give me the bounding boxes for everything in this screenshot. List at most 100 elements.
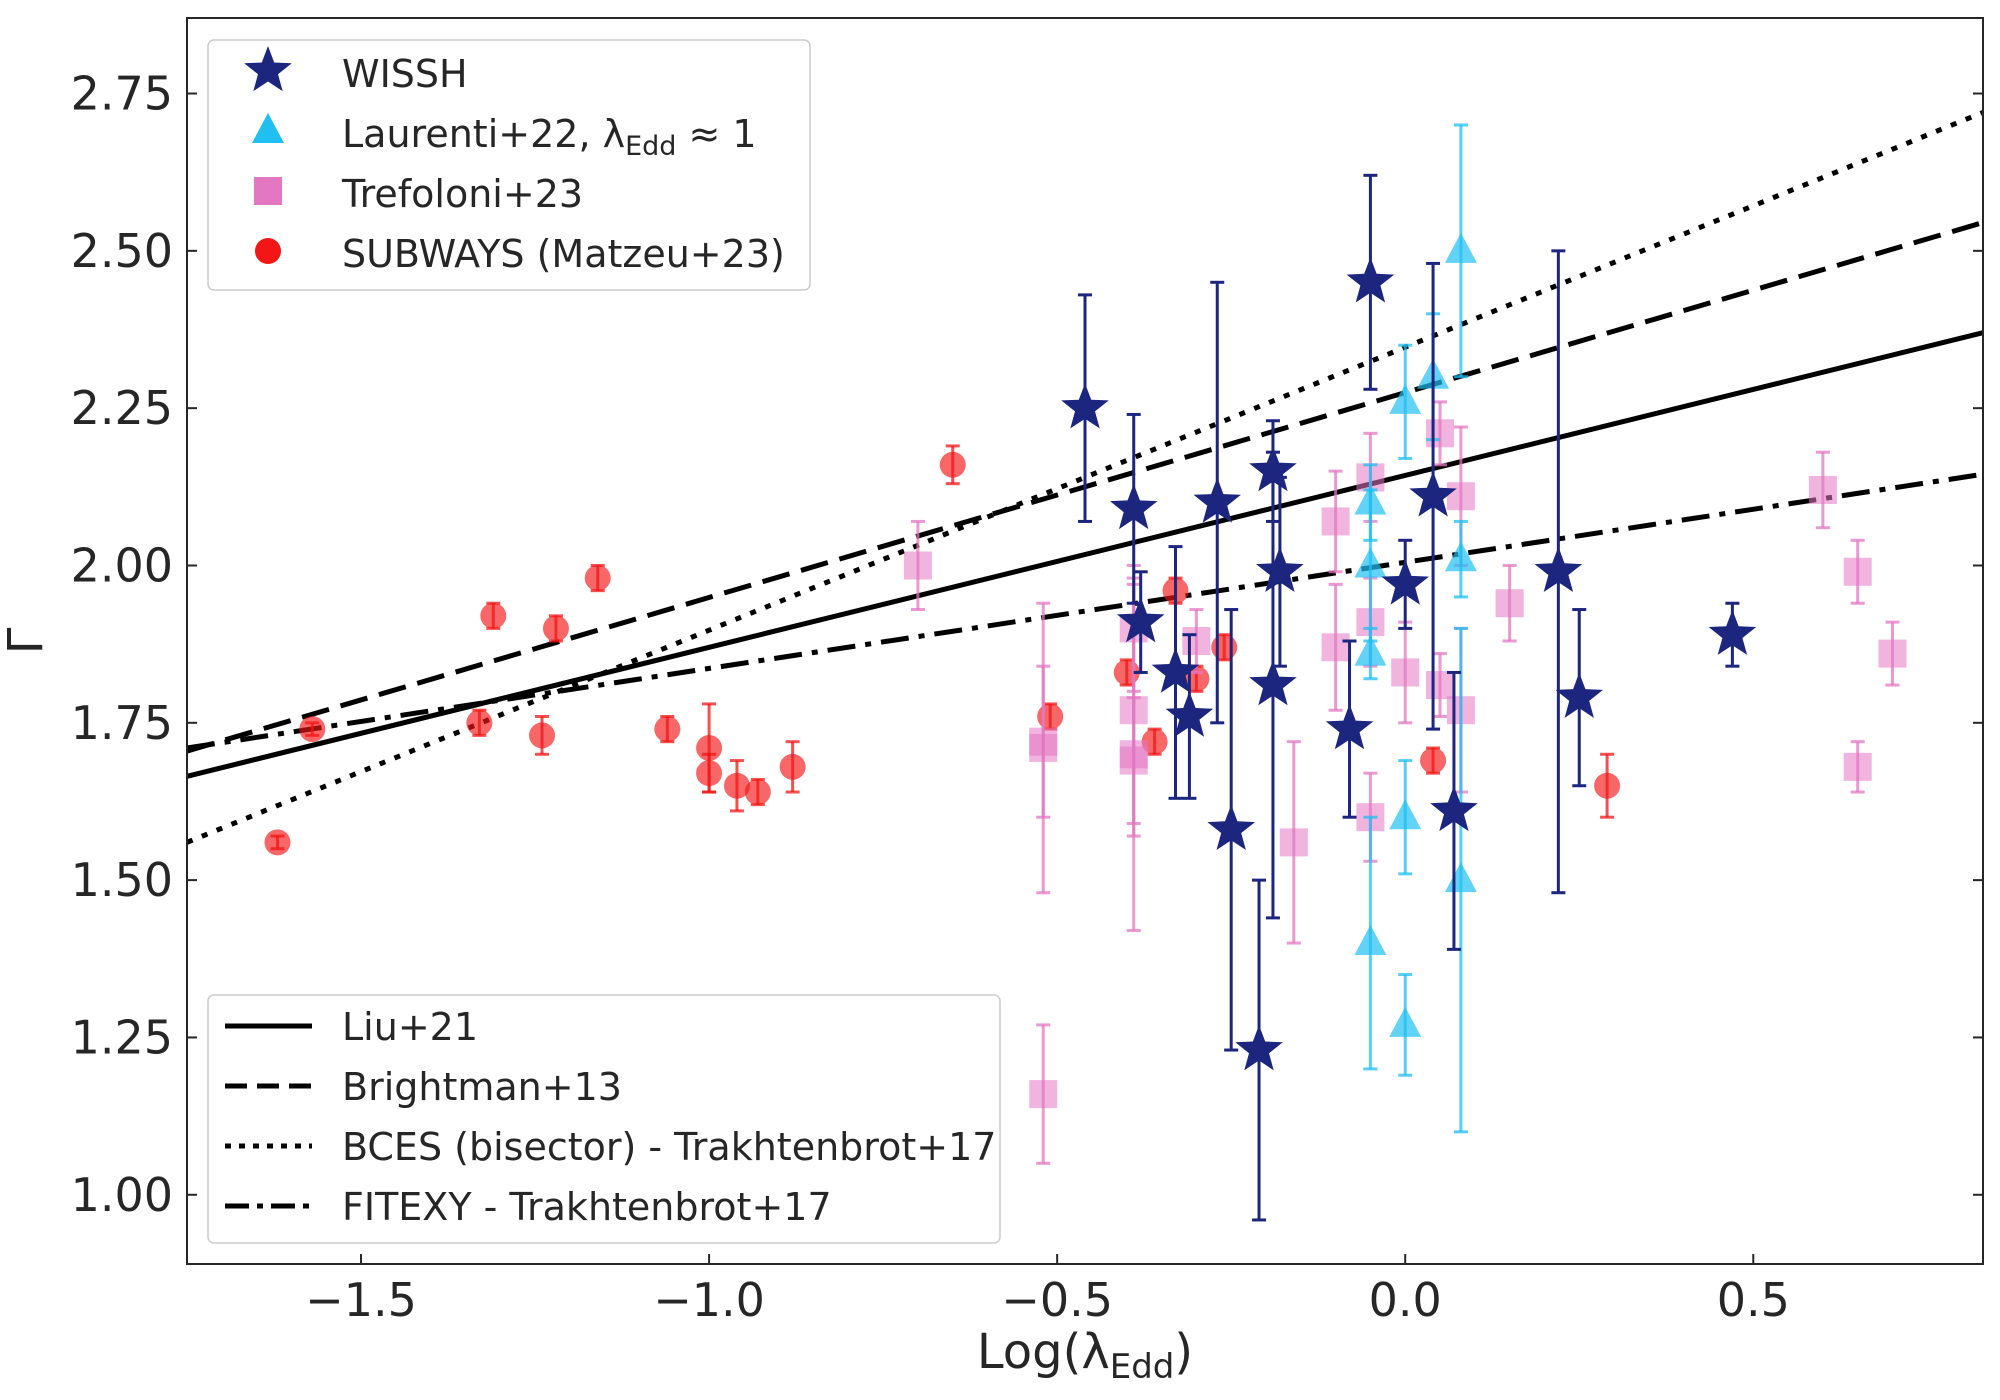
data-point-triangle: [1389, 383, 1422, 414]
y-tick-label: 2.75: [71, 67, 173, 121]
data-point-triangle: [1444, 541, 1477, 572]
data-point-circle: [1211, 634, 1238, 661]
legend-label-solid: Liu+21: [342, 1005, 478, 1049]
data-point-square: [1321, 507, 1350, 536]
legend-label-sub: Edd: [625, 131, 676, 162]
axis-ticks: −1.5 −1.0 −0.5 0.0 0.5 1.00 1.25 1.50 1.75 2.00 2.…: [71, 67, 1983, 1327]
legend-lines-box: [207, 994, 1001, 1244]
data-point-star: [1116, 597, 1165, 643]
data-point-star: [1061, 383, 1109, 429]
data-point-circle: [723, 772, 750, 799]
data-point-triangle: [1389, 1006, 1422, 1037]
data-point-star: [1151, 647, 1200, 693]
y-tick-label: 1.75: [71, 696, 173, 750]
data-point-square: [1446, 482, 1475, 511]
data-point-square: [1182, 627, 1211, 655]
legend-marker-circle: [255, 238, 281, 264]
data-point-circle: [542, 615, 569, 642]
data-point-square: [1843, 752, 1872, 781]
y-tick-label: 2.00: [71, 538, 173, 592]
data-point-star: [1346, 257, 1395, 303]
data-point-circle: [1420, 747, 1447, 774]
legend-markers-box: [207, 39, 811, 291]
legend-marker-triangle: [252, 113, 284, 143]
x-tick-label: 0.5: [1717, 1273, 1790, 1327]
data-point-square: [1321, 633, 1350, 662]
x-axis-label-sub: Edd: [1110, 1347, 1175, 1387]
data-point-circle: [654, 716, 681, 743]
data-point-triangle: [1444, 232, 1477, 263]
data-point-triangle: [1354, 635, 1387, 666]
data-point-star: [1110, 483, 1158, 530]
data-point-circle: [584, 565, 611, 592]
x-tick-label: −0.5: [1001, 1273, 1113, 1327]
data-point-star: [1249, 660, 1297, 706]
x-tick-label: 0.0: [1369, 1273, 1442, 1327]
x-axis-label: Log(λEdd): [977, 1324, 1193, 1387]
legend-label-main: Trefoloni+23: [341, 172, 583, 216]
data-point-square: [1029, 1080, 1058, 1109]
data-point-circle: [1141, 728, 1168, 755]
data-point-square: [1391, 658, 1420, 687]
data-point-star: [1430, 785, 1478, 832]
y-tick-label: 2.25: [71, 381, 173, 435]
data-point-circle: [939, 451, 966, 478]
data-point-square: [1426, 671, 1455, 700]
data-point-circle: [696, 760, 723, 787]
legend-label-star: WISSH: [342, 52, 468, 96]
data-point-star: [1409, 471, 1457, 517]
data-point-circle: [1594, 772, 1621, 799]
data-point-star: [1708, 609, 1757, 655]
legend-label-dotted: BCES (bisector) - Trakhtenbrot+17: [342, 1125, 996, 1169]
data-point-triangle: [1354, 547, 1387, 578]
data-point-star: [1165, 691, 1214, 737]
legend-marker-star: [244, 46, 292, 92]
data-point-star: [1534, 546, 1583, 592]
y-tick-label: 1.50: [71, 853, 173, 907]
legend-label-dashed: Brightman+13: [342, 1065, 622, 1109]
legend-label-main: WISSH: [342, 52, 468, 96]
data-point-circle: [466, 709, 493, 736]
legend-label-main: Laurenti+22, λ: [342, 112, 625, 156]
data-point-star: [1256, 546, 1304, 592]
legend-label-dashdot: FITEXY - Trakhtenbrot+17: [342, 1185, 832, 1229]
data-points: [264, 123, 1907, 1222]
plot-frame: [186, 17, 1984, 1265]
data-point-square: [1843, 557, 1872, 586]
data-point-square: [1808, 475, 1837, 504]
data-point-circle: [529, 722, 556, 749]
fit-line-dashdot: [186, 471, 1984, 751]
data-point-square: [1029, 733, 1058, 762]
data-point-circle: [264, 829, 291, 856]
data-point-circle: [779, 753, 806, 780]
data-point-square: [903, 551, 932, 580]
y-tick-label: 1.00: [71, 1168, 173, 1222]
data-point-star: [1207, 804, 1255, 850]
data-point-circle: [1037, 703, 1064, 730]
data-point-triangle: [1354, 925, 1387, 956]
legend-label-square: Trefoloni+23: [341, 172, 583, 216]
x-tick-label: −1.5: [305, 1273, 417, 1327]
y-tick-label: 2.50: [71, 224, 173, 278]
data-point-circle: [299, 716, 326, 743]
data-point-star: [1381, 559, 1429, 605]
x-axis-label-main: Log(λ: [977, 1324, 1110, 1380]
data-point-circle: [744, 779, 771, 806]
legend-label-main: SUBWAYS (Matzeu+23): [342, 232, 785, 276]
legend-markers: WISSH Laurenti+22, λEdd ≈ 1 Trefoloni+23 SU…: [207, 39, 811, 291]
series-circle: [264, 444, 1621, 856]
legend-label-triangle: Laurenti+22, λEdd ≈ 1: [342, 112, 757, 162]
x-axis-label-close: ): [1174, 1324, 1193, 1380]
data-point-star: [1555, 672, 1603, 718]
data-point-star: [1235, 1025, 1283, 1071]
legend-label-circle: SUBWAYS (Matzeu+23): [342, 232, 785, 276]
x-tick-label: −1.0: [653, 1273, 765, 1327]
data-point-star: [1325, 704, 1374, 750]
data-point-square: [1279, 828, 1308, 857]
legend-label-tail: ≈ 1: [676, 112, 756, 156]
legend-marker-square: [254, 177, 282, 205]
legends: WISSH Laurenti+22, λEdd ≈ 1 Trefoloni+23 SU…: [207, 39, 1001, 1244]
data-point-square: [1878, 639, 1907, 668]
y-axis-label: Γ: [0, 627, 54, 654]
